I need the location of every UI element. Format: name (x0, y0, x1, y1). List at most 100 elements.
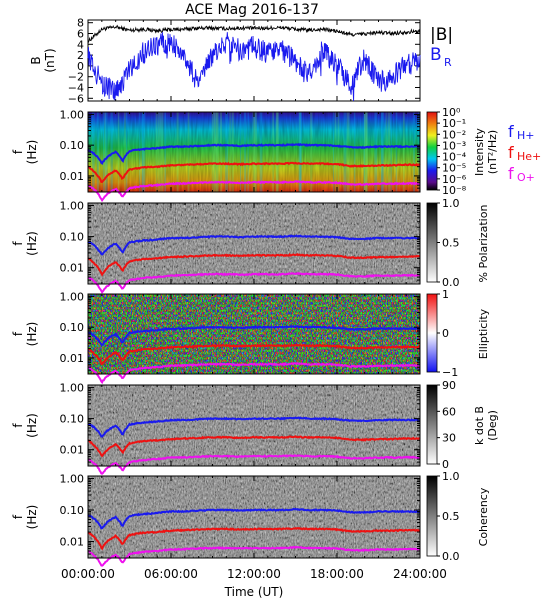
freq-unit: (Hz) (25, 413, 39, 438)
intensity-spectrogram (88, 112, 420, 192)
cbar-tick-label: 60 (442, 405, 456, 418)
polarization-spectrogram (88, 203, 420, 284)
time-axis: 00:00:00 06:00:00 12:00:00 18:00:00 24:00:00… (61, 567, 447, 599)
y-tick-label: 0 (77, 60, 84, 73)
fo-line (87, 545, 421, 567)
fh-line (87, 234, 421, 256)
figure-title: ACE Mag 2016-137 (185, 2, 319, 18)
freq-unit: (Hz) (25, 231, 39, 256)
freq-unit: (Hz) (25, 322, 39, 347)
freq-tick-label: 1.00 (60, 381, 85, 394)
freq-tick-label: 1.00 (60, 472, 85, 485)
field-yunit: (nT) (43, 48, 57, 72)
cbar-tick-label: 10⁰ (442, 106, 461, 119)
freq-tick-label: 1.00 (60, 290, 85, 303)
freq-tick-label: 0.01 (60, 262, 85, 275)
freq-tick-label: 1.00 (60, 199, 85, 212)
y-tick-label: 2 (77, 49, 84, 62)
cbar-tick-label: 0.5 (442, 237, 460, 250)
cbar-label: Intensity (473, 128, 486, 176)
ellipticity-colorbar (426, 293, 438, 373)
freq-tick-label: 0.01 (60, 352, 85, 365)
cbar-tick-label: 10⁻¹ (442, 117, 466, 130)
kdotb-spectrogram (88, 385, 420, 466)
fhe-line (87, 343, 421, 366)
legend-br-sub: R (444, 56, 452, 69)
cbar-tick-label: 10⁻⁴ (442, 151, 467, 164)
y-tick-label: 8 (77, 17, 84, 30)
cbar-label: Coherency (477, 487, 490, 546)
field-ylabel: B (29, 56, 43, 64)
freq-tick-label: 0.01 (60, 170, 85, 183)
cbar-label: k dot B (473, 406, 486, 445)
freq-tick-label: 0.10 (60, 413, 85, 426)
time-tick-label: 24:00:00 (393, 567, 447, 581)
cbar-tick-label: 10⁻⁸ (442, 184, 467, 197)
y-tick-label: −4 (68, 82, 84, 95)
fo-line (87, 362, 421, 385)
legend-fh-sub: H+ (517, 129, 535, 142)
cbar-tick-label: 30 (442, 432, 456, 445)
freq-tick-label: 0.01 (60, 536, 85, 549)
freq-tick-label: 0.10 (60, 504, 85, 517)
freq-unit: (Hz) (25, 140, 39, 165)
cbar-label-unit: (Deg) (486, 410, 499, 441)
legend-fo-sub: O+ (517, 171, 535, 184)
fhe-line (87, 527, 421, 551)
ellipticity-spectrogram (88, 294, 420, 374)
fh-line (87, 142, 421, 165)
cbar-tick-label: 10⁻² (442, 128, 466, 141)
y-tick-label: 4 (77, 38, 84, 51)
cbar-label: % Polarization (477, 205, 490, 283)
freq-tick-label: 1.00 (60, 108, 85, 121)
freq-tick-label: 0.01 (60, 444, 85, 457)
freq-label: f (11, 514, 25, 519)
cbar-label: Ellipticity (477, 308, 490, 359)
cbar-tick-label: 0.0 (442, 550, 460, 563)
cbar-tick-label: 0 (442, 458, 449, 471)
cbar-tick-label: 0.5 (442, 510, 460, 523)
fh-line (87, 324, 421, 347)
polarization-colorbar (426, 202, 438, 283)
freq-label: f (11, 241, 25, 246)
cbar-tick-label: 1.0 (442, 470, 460, 483)
cbar-tick-label: 90 (442, 379, 456, 392)
br-series-line (87, 32, 421, 102)
fo-line (87, 272, 421, 294)
coherency-spectrogram (88, 476, 420, 558)
freq-label: f (11, 331, 25, 336)
cbar-tick-label: 0.0 (442, 276, 460, 289)
fhe-line (87, 161, 421, 184)
legend-fhe: f (508, 143, 514, 162)
legend-btotal: |B| (430, 25, 453, 45)
legend-br: B (430, 45, 442, 65)
fh-line (87, 507, 421, 530)
fhe-line (87, 435, 421, 458)
time-tick-label: 06:00:00 (144, 567, 198, 581)
freq-tick-label: 0.10 (60, 231, 85, 244)
y-tick-label: −6 (68, 92, 84, 105)
cbar-label-unit: (nT²/Hz) (486, 130, 499, 174)
y-tick-label: −2 (68, 71, 84, 84)
intensity-colorbar (426, 111, 438, 191)
coherency-colorbar (426, 475, 438, 557)
btotal-series-line (87, 24, 421, 44)
cbar-tick-label: −1 (442, 366, 458, 379)
time-tick-label: 00:00:00 (61, 567, 115, 581)
legend-fhe-sub: He+ (517, 150, 541, 163)
fo-line (87, 180, 421, 203)
fhe-line (87, 252, 421, 277)
freq-tick-label: 0.10 (60, 139, 85, 152)
y-tick-label: 6 (77, 28, 84, 41)
kdotb-colorbar (426, 384, 438, 465)
legend-fo: f (508, 164, 514, 183)
cbar-tick-label: 10⁻⁶ (442, 173, 467, 186)
cbar-tick-label: 10⁻³ (442, 139, 466, 152)
time-tick-label: 18:00:00 (310, 567, 364, 581)
time-axis-label: Time (UT) (224, 585, 284, 599)
cbar-tick-label: 1.0 (442, 197, 460, 210)
freq-label: f (11, 423, 25, 428)
legend-fh: f (508, 122, 514, 141)
time-tick-label: 12:00:00 (227, 567, 281, 581)
